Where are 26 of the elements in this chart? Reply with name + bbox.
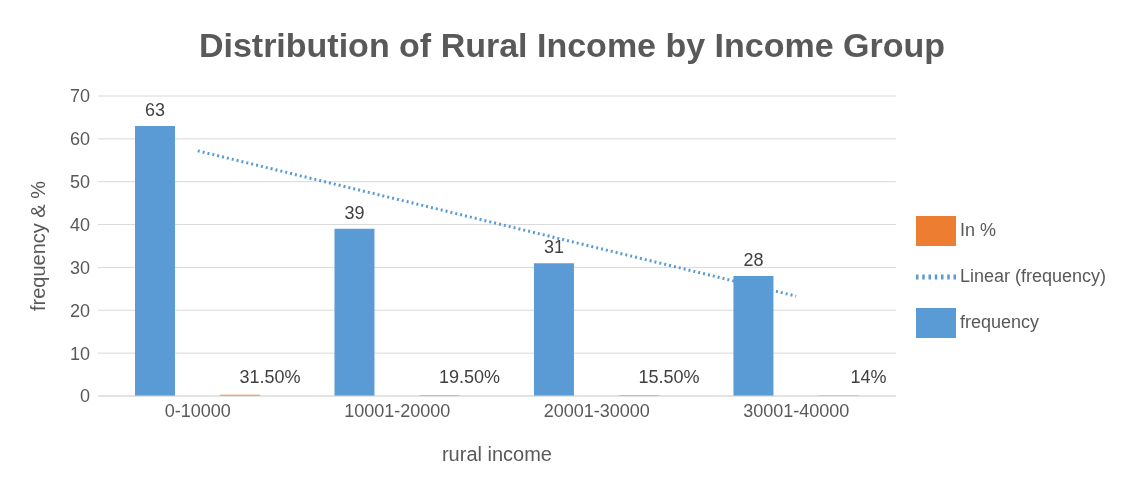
legend-label: In % — [959, 220, 996, 240]
x-tick-label: 20001-30000 — [543, 400, 650, 421]
data-label: 63 — [144, 100, 166, 120]
x-axis-title: rural income — [441, 443, 552, 465]
y-tick-label: 20 — [69, 300, 90, 321]
y-tick-label: 10 — [69, 343, 90, 364]
legend-label: frequency — [959, 312, 1039, 332]
legend-label: Linear (frequency) — [959, 266, 1106, 286]
data-label: 28 — [743, 250, 764, 270]
y-tick-label: 50 — [69, 172, 90, 193]
data-label: 39 — [344, 202, 365, 223]
y-tick-label: 60 — [69, 129, 90, 150]
data-label: 15.50% — [638, 367, 700, 388]
y-tick-label: 70 — [69, 86, 90, 107]
x-tick-label: 10001-20000 — [344, 400, 451, 421]
y-tick-label: 40 — [69, 214, 90, 235]
x-tick-label: 0-10000 — [164, 400, 231, 421]
data-label: 14% — [850, 367, 887, 388]
x-tick-label: 30001-40000 — [743, 400, 850, 421]
data-label: 19.50% — [438, 367, 501, 388]
y-axis-title: frequency & % — [27, 180, 50, 312]
chart-title: Distribution of Rural Income by Income Group — [197, 25, 947, 66]
y-tick-label: 0 — [79, 386, 90, 407]
data-label: 31.50% — [239, 366, 301, 387]
y-tick-label: 30 — [69, 257, 90, 278]
data-label: 31 — [543, 237, 564, 258]
